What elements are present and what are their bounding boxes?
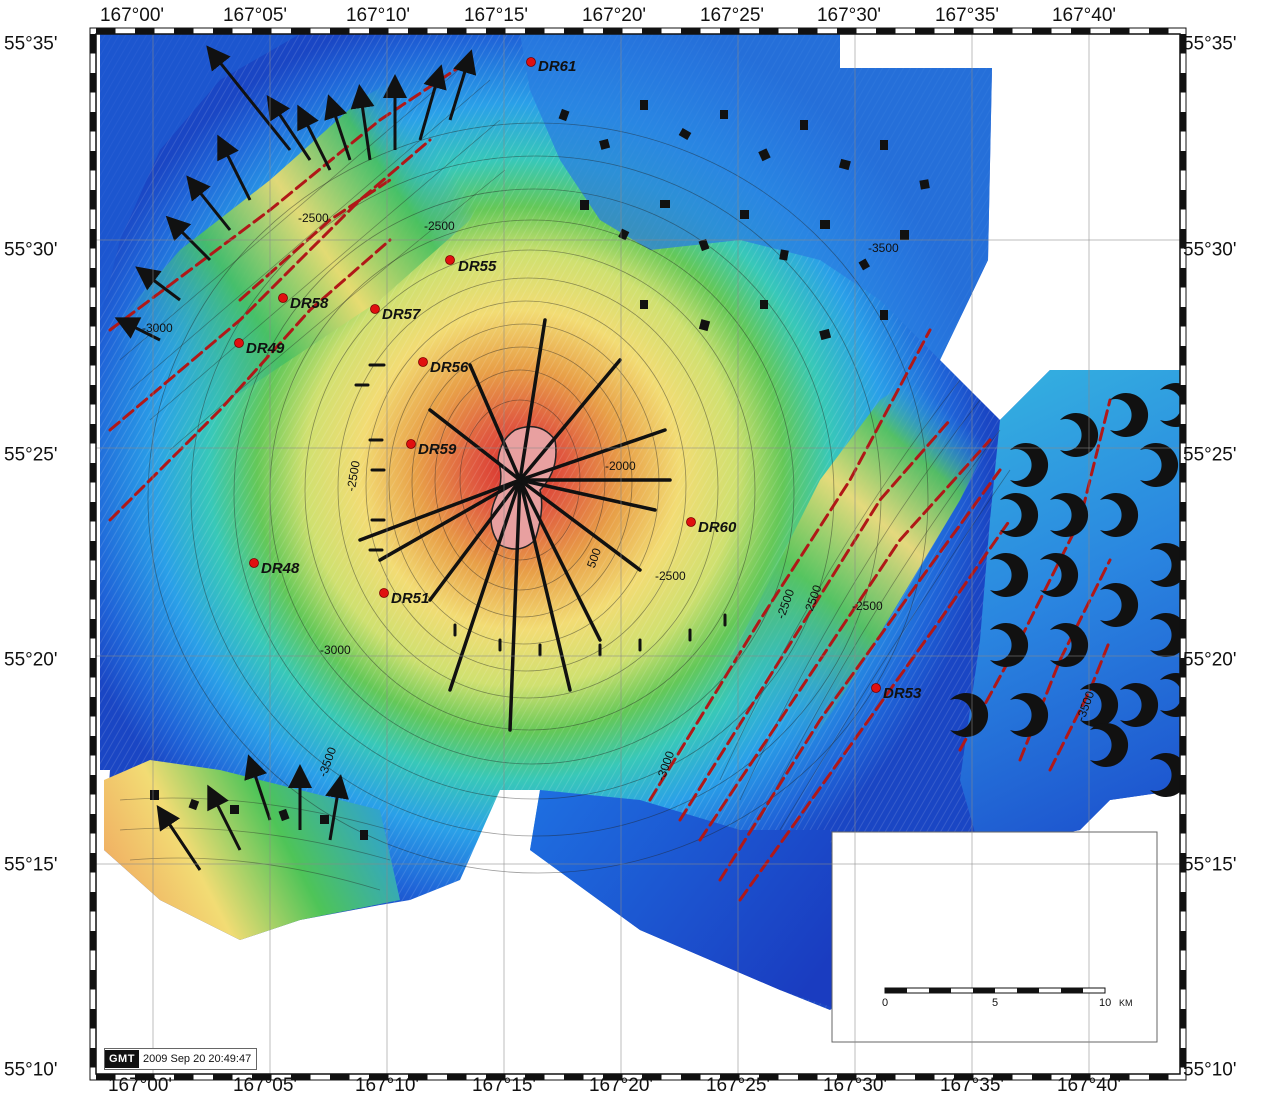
lon-label: 167°35': [939, 1075, 1005, 1096]
station-label-dr53: DR53: [883, 685, 922, 702]
scale-tick-5: 5: [992, 997, 999, 1009]
lat-label: 55°20': [4, 649, 58, 671]
lon-label: 167°20': [581, 5, 647, 26]
lon-label: 167°30': [816, 5, 882, 26]
radial-rifts: [358, 318, 672, 732]
scale-tick-0: 0: [882, 997, 889, 1009]
station-label-dr60: DR60: [698, 519, 737, 536]
graticule: [96, 34, 1180, 1074]
lon-label: 167°10': [354, 1075, 420, 1096]
lon-label: 167°15': [463, 5, 529, 26]
station-markers: [234, 57, 881, 693]
lon-label: 167°15': [471, 1075, 537, 1096]
crescent-symbols: [950, 383, 1180, 797]
gmt-timestamp: GMT 2009 Sep 20 20:49:47: [104, 1048, 258, 1070]
flow-arrows: [114, 45, 477, 871]
sw-ridge: [104, 760, 400, 940]
station-marker-dr53: [871, 683, 881, 693]
contour-label: -2000: [605, 459, 636, 473]
station-marker-dr59: [406, 439, 416, 449]
lon-label: 167°00': [107, 1075, 173, 1096]
lon-label: 167°20': [588, 1075, 654, 1096]
station-marker-dr58: [278, 293, 288, 303]
gmt-logo: GMT: [105, 1050, 139, 1068]
station-label-dr58: DR58: [290, 295, 329, 312]
lat-label: 55°30': [1183, 239, 1237, 261]
lat-label: 55°35': [4, 33, 58, 55]
lon-label: 167°05': [232, 1075, 298, 1096]
contour-lines: [147, 122, 929, 874]
scale-tick-10: 10: [1099, 997, 1112, 1009]
contour-label: -2500: [852, 599, 883, 613]
debris-symbols: [150, 100, 930, 840]
lon-label: 167°10': [345, 5, 411, 26]
station-label-dr56: DR56: [430, 359, 469, 376]
lat-label: 55°15': [4, 854, 58, 876]
station-label-dr55: DR55: [458, 258, 497, 275]
lon-label: 167°40': [1051, 5, 1117, 26]
lat-label: 55°35': [1183, 33, 1237, 55]
lon-label: 167°30': [822, 1075, 888, 1096]
timestamp-text: 2009 Sep 20 20:49:47: [142, 1053, 252, 1065]
station-marker-dr57: [370, 304, 380, 314]
lat-label: 55°15': [1183, 854, 1237, 876]
contour-label: -3000: [142, 321, 173, 335]
lon-label: 167°25': [705, 1075, 771, 1096]
lon-label: 167°35': [934, 5, 1000, 26]
lon-label: 167°00': [99, 5, 165, 26]
lon-label: 167°05': [222, 5, 288, 26]
station-label-dr48: DR48: [261, 560, 300, 577]
lon-label: 167°25': [699, 5, 765, 26]
station-label-dr59: DR59: [418, 441, 457, 458]
lat-label: 55°25': [4, 444, 58, 466]
scarp-ticks: [354, 363, 727, 657]
station-label-dr49: DR49: [246, 340, 285, 357]
station-marker-dr51: [379, 588, 389, 598]
map-frame: [89, 27, 1187, 1081]
station-label-dr61: DR61: [538, 58, 577, 75]
contour-label: -2500: [298, 211, 329, 225]
station-marker-dr55: [445, 255, 455, 265]
scale-bar: [884, 987, 1106, 994]
lat-label: 55°20': [1183, 649, 1237, 671]
contour-label: -3000: [320, 643, 351, 657]
station-marker-dr49: [234, 338, 244, 348]
contour-label: -2500: [655, 569, 686, 583]
station-marker-dr61: [526, 57, 536, 67]
lat-label: 55°30': [4, 239, 58, 261]
lat-label: 55°10': [1183, 1059, 1237, 1081]
east-ridge: [700, 360, 1000, 820]
station-marker-dr60: [686, 517, 696, 527]
station-marker-dr48: [249, 558, 259, 568]
nw-ridge: [110, 40, 520, 470]
contour-label: -2500: [424, 219, 455, 233]
station-marker-dr56: [418, 357, 428, 367]
contour-label: -3500: [868, 241, 899, 255]
lat-label: 55°25': [1183, 444, 1237, 466]
scale-unit: KM: [1119, 998, 1133, 1008]
station-label-dr57: DR57: [382, 306, 421, 323]
lon-label: 167°40': [1056, 1075, 1122, 1096]
station-label-dr51: DR51: [391, 590, 430, 607]
lat-label: 55°10': [4, 1059, 58, 1081]
scale-inset: [831, 831, 1158, 1043]
